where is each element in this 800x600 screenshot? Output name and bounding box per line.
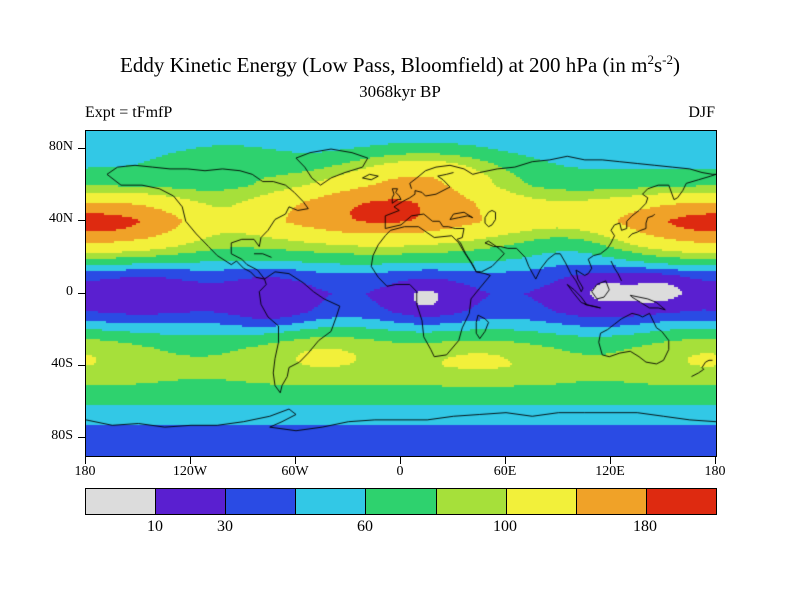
colorbar-segment: [576, 489, 647, 514]
chart-title-close-paren: ): [672, 53, 680, 77]
colorbar-label: 30: [217, 518, 233, 535]
y-axis-tick: [78, 148, 85, 150]
unit-superscript-2: 2: [647, 52, 654, 67]
colorbar-label: 100: [493, 518, 517, 535]
x-axis-label: 180: [74, 464, 96, 479]
colorbar-segment: [506, 489, 577, 514]
colorbar-label: 10: [147, 518, 163, 535]
x-axis-label: 60W: [281, 464, 309, 479]
unit-s: s: [653, 53, 663, 77]
y-axis-tick: [78, 292, 85, 294]
y-axis-label: 40N: [48, 211, 73, 227]
y-axis-label: 80N: [48, 139, 73, 155]
x-axis-tick: [85, 457, 86, 464]
colorbar: [85, 488, 717, 515]
y-axis-label: 40S: [51, 355, 73, 371]
y-axis-tick: [78, 364, 85, 366]
contour-map-canvas: [86, 131, 716, 456]
season-label: DJF: [688, 104, 715, 121]
x-axis-label: 180: [704, 464, 726, 479]
colorbar-segment: [436, 489, 507, 514]
map-frame: [85, 130, 717, 457]
x-axis-tick: [715, 457, 716, 464]
experiment-label: Expt = tFmfP: [85, 104, 173, 121]
y-axis-label: 80S: [51, 427, 73, 443]
y-axis-tick: [78, 220, 85, 222]
x-axis-tick: [295, 457, 296, 464]
colorbar-segment: [86, 489, 157, 514]
colorbar-segment: [296, 489, 367, 514]
x-axis-label: 120E: [595, 464, 625, 479]
chart-title: Eddy Kinetic Energy (Low Pass, Bloomfiel…: [0, 52, 800, 78]
colorbar-segment: [646, 489, 716, 514]
unit-superscript-minus-2: -2: [662, 52, 673, 67]
x-axis-label: 120W: [172, 464, 208, 479]
x-axis-tick: [505, 457, 506, 464]
y-axis-tick: [78, 436, 85, 438]
chart-title-text: Eddy Kinetic Energy (Low Pass, Bloomfiel…: [120, 53, 648, 77]
x-axis-tick: [190, 457, 191, 464]
colorbar-segment: [226, 489, 297, 514]
x-axis-tick: [610, 457, 611, 464]
x-axis-tick: [400, 457, 401, 464]
y-axis-label: 0: [66, 283, 73, 299]
colorbar-segment: [156, 489, 227, 514]
colorbar-segment: [366, 489, 437, 514]
x-axis-label: 60E: [493, 464, 517, 479]
colorbar-label: 60: [357, 518, 373, 535]
colorbar-label: 180: [633, 518, 657, 535]
chart-subtitle: 3068kyr BP: [359, 82, 441, 101]
x-axis-label: 0: [396, 464, 404, 479]
